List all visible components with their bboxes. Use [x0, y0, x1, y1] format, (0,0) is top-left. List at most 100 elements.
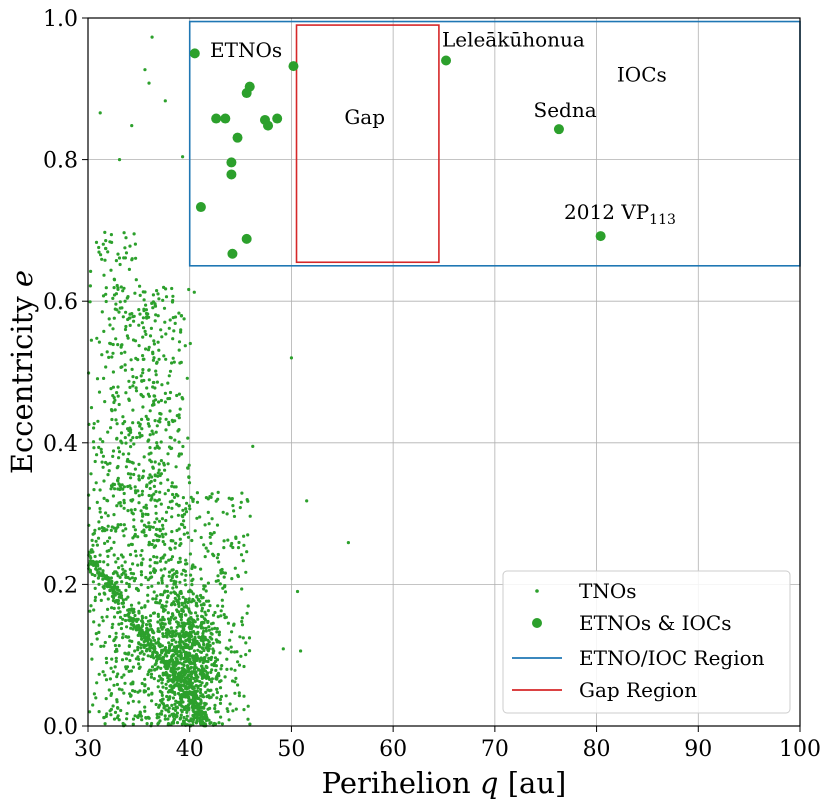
tno-point [219, 571, 223, 575]
tno-point [184, 510, 189, 514]
tno-point [141, 354, 145, 358]
tno-point [150, 429, 154, 433]
tno-point [158, 559, 162, 563]
tno-point [169, 626, 173, 630]
tno-point [168, 649, 172, 653]
tno-point [195, 654, 199, 658]
tno-point [185, 709, 189, 713]
tno-point [149, 627, 154, 631]
tno-point [126, 701, 130, 705]
tno-point [183, 344, 187, 348]
tno-point [142, 469, 146, 473]
tno-point [174, 465, 178, 469]
tno-point [198, 599, 202, 603]
tno-point [112, 606, 116, 611]
tno-point [170, 484, 174, 488]
tno-point [168, 660, 172, 664]
tno-point [129, 486, 133, 490]
tno-point [156, 715, 160, 719]
tno-point [240, 623, 245, 627]
tno-point [113, 710, 118, 715]
tno-point [89, 406, 94, 410]
tno-point [187, 719, 191, 723]
tno-point [159, 666, 163, 671]
tno-point [124, 618, 128, 623]
tno-point [140, 493, 144, 497]
tno-point [195, 712, 199, 717]
tno-point [140, 519, 144, 523]
tno-point [214, 499, 218, 503]
tno-point [162, 306, 167, 310]
tno-point [123, 350, 127, 354]
tno-point [209, 670, 213, 675]
tno-point [134, 386, 138, 390]
tno-point [138, 293, 142, 297]
tno-point [92, 620, 96, 624]
tno-point [140, 417, 144, 421]
tno-point [194, 673, 198, 677]
tno-point [244, 641, 248, 645]
tno-point [121, 422, 125, 426]
tno-point [151, 432, 155, 436]
tno-point [215, 556, 219, 560]
tno-point [140, 427, 144, 431]
tno-point [163, 567, 167, 571]
tno-point [136, 358, 140, 362]
tno-point [175, 528, 179, 533]
tno-point [106, 250, 110, 254]
x-tick-label: 60 [379, 737, 407, 762]
tno-point [155, 555, 159, 559]
tno-point [89, 472, 93, 476]
etno-ioc-point [241, 88, 252, 99]
tno-point [140, 718, 144, 722]
tno-point [231, 709, 235, 713]
tno-point [239, 500, 243, 504]
tno-point [175, 608, 179, 612]
tno-point [109, 546, 113, 550]
tno-point [111, 622, 115, 626]
tno-point [164, 686, 168, 690]
tno-point [124, 251, 129, 255]
tno-point [226, 709, 230, 714]
tno-point [101, 294, 106, 298]
tno-point [167, 558, 171, 562]
tno-point [145, 484, 149, 489]
y-tick-label: 0.6 [43, 290, 78, 315]
tno-point [173, 603, 177, 607]
tno-point [196, 684, 200, 689]
tno-point [112, 596, 116, 600]
tno-point [102, 479, 106, 483]
tno-point [173, 321, 177, 325]
tno-point [246, 717, 250, 721]
tno-point [178, 407, 182, 411]
tno-point [180, 662, 184, 666]
tno-point [110, 417, 114, 422]
tno-point [100, 310, 104, 314]
tno-point [206, 609, 210, 613]
tno-point [117, 622, 121, 626]
tno-point [219, 715, 223, 719]
tno-point [204, 664, 208, 669]
tno-point [127, 267, 131, 271]
tno-point [121, 632, 125, 636]
tno-point [154, 654, 158, 659]
tno-point [172, 638, 176, 642]
tno-point [137, 474, 141, 478]
tno-point [205, 643, 209, 647]
tno-point [117, 566, 121, 570]
tno-point [209, 622, 214, 626]
tno-point [162, 463, 166, 467]
tno-point [133, 532, 137, 537]
tno-point [161, 655, 166, 659]
tno-point [124, 527, 128, 531]
tno-point [115, 698, 119, 702]
tno-point [190, 538, 194, 543]
tno-point [180, 612, 184, 617]
tno-point [185, 714, 189, 718]
tno-point [104, 365, 108, 369]
tno-point [153, 561, 157, 565]
tno-point [167, 632, 171, 636]
tno-point [110, 485, 114, 489]
tno-point [244, 570, 248, 574]
tno-point [186, 638, 190, 642]
